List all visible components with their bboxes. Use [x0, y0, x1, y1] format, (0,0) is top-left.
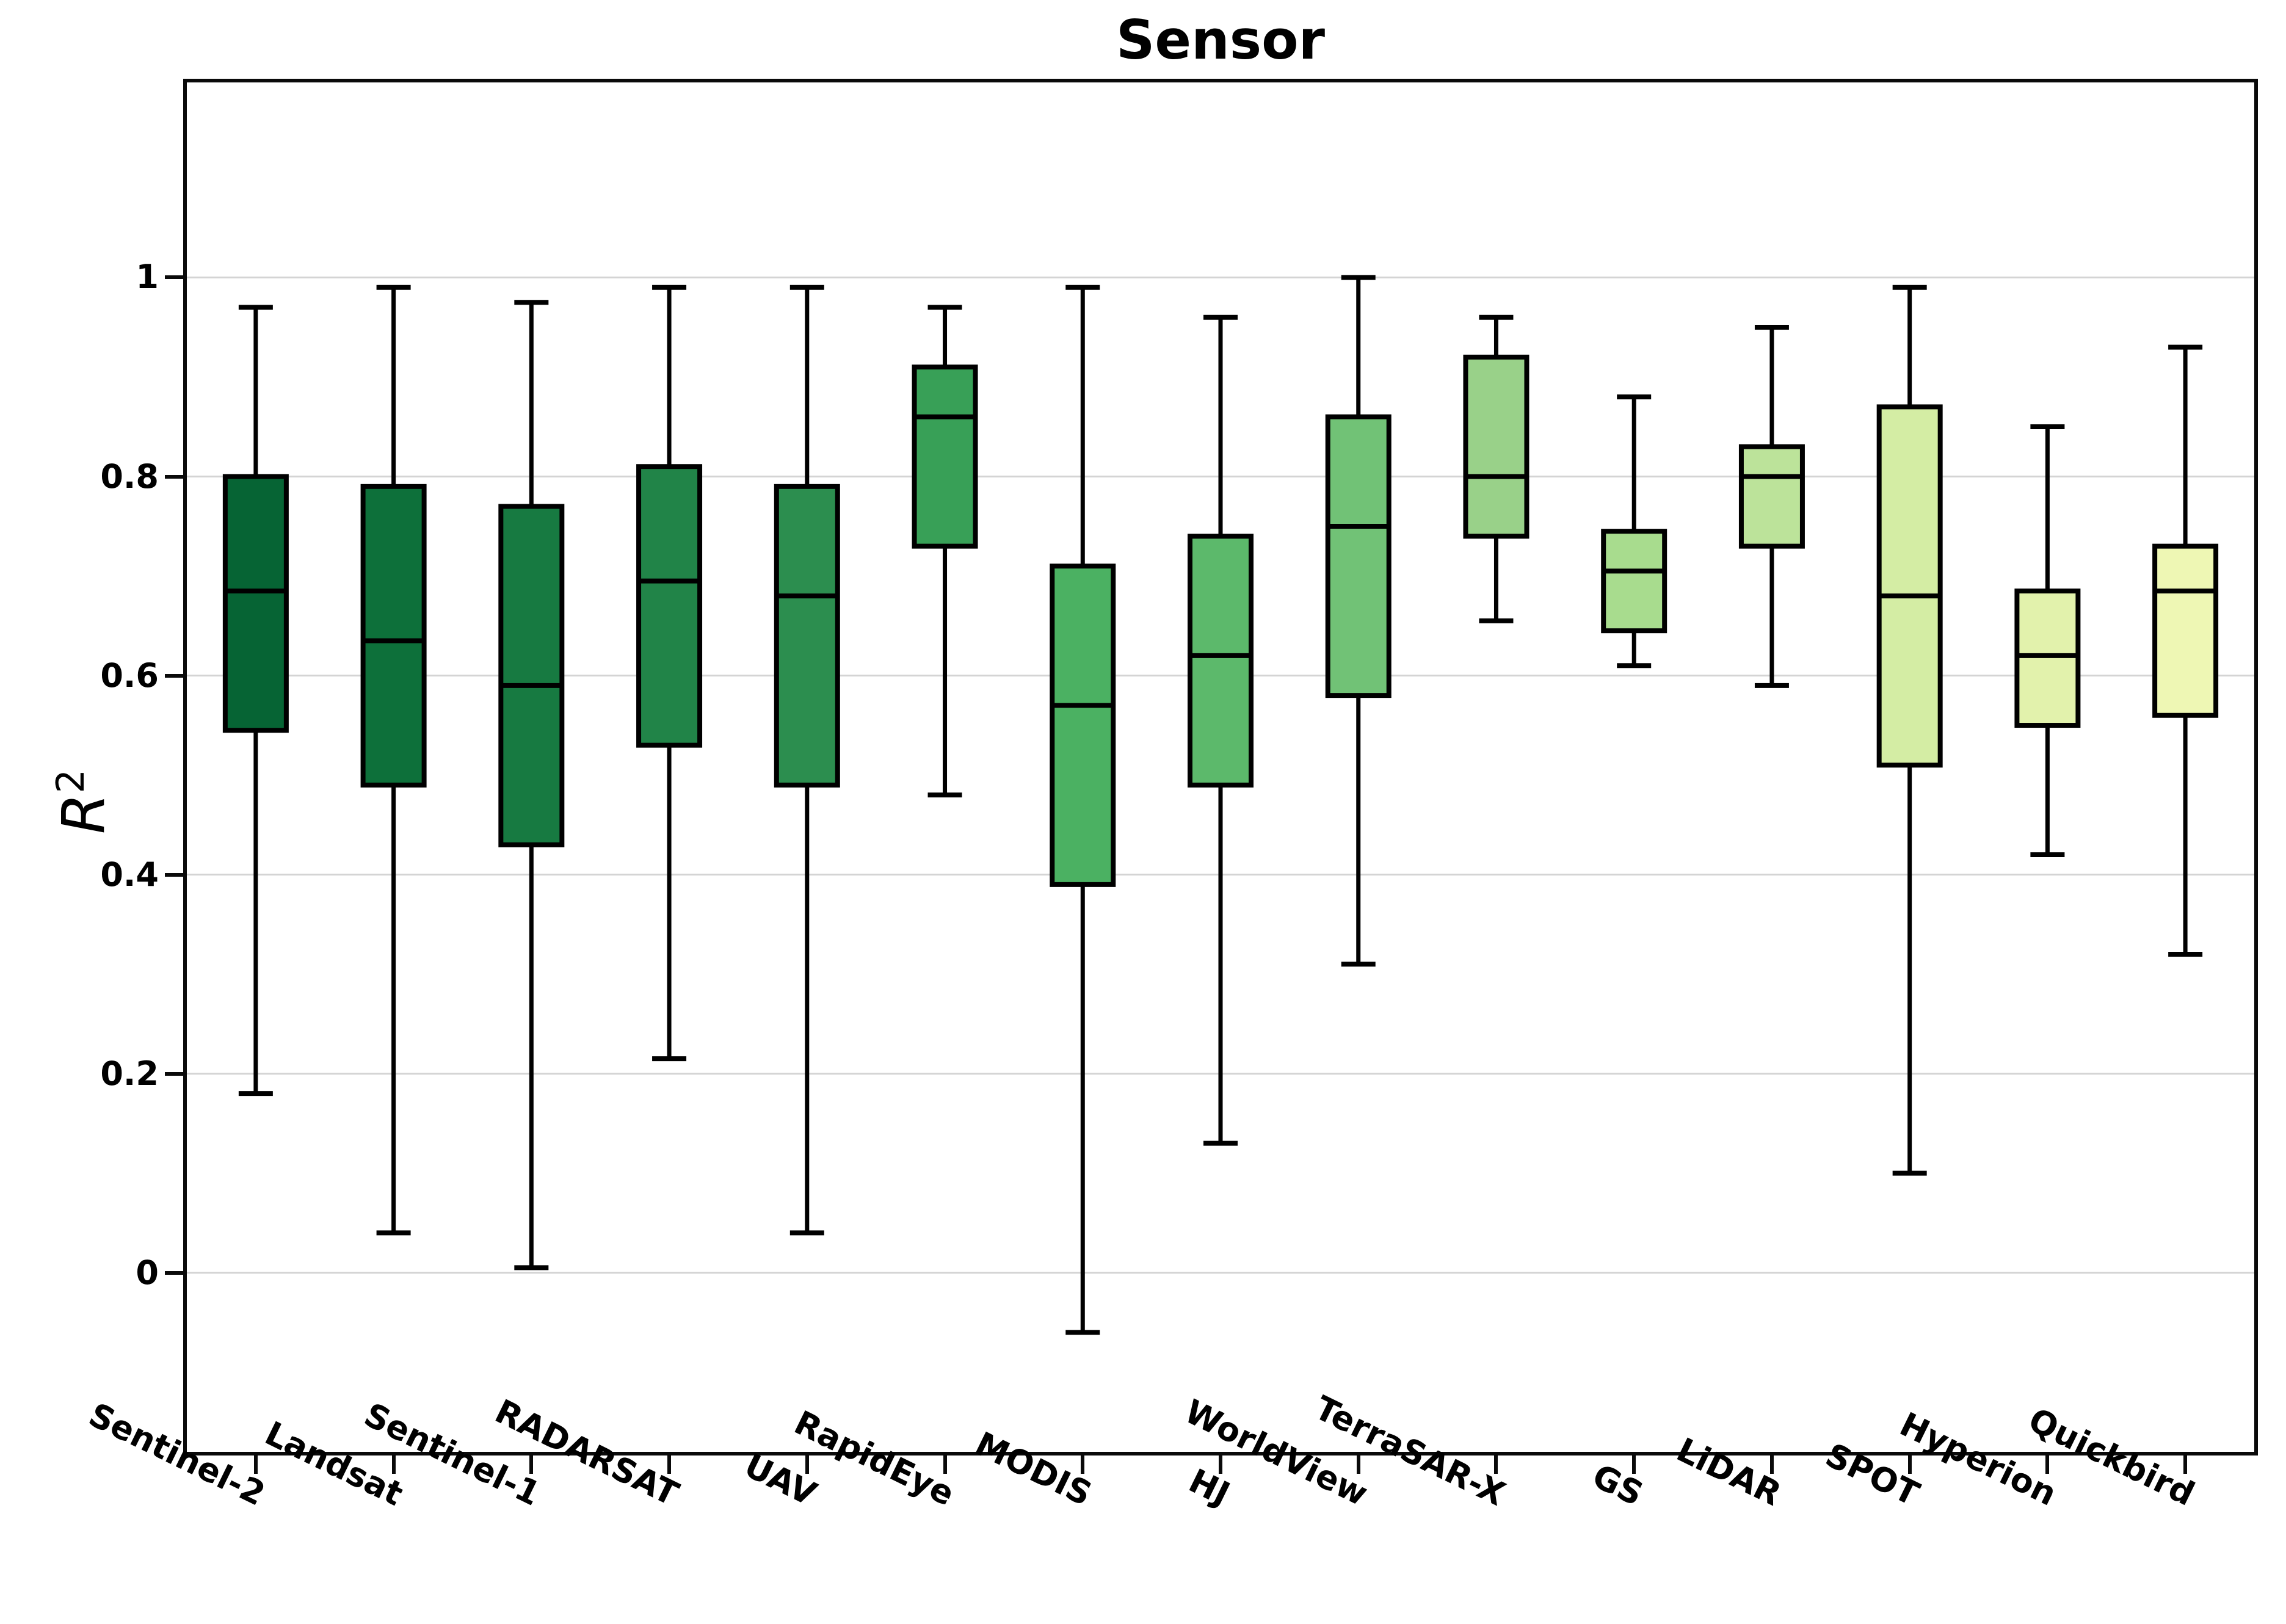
x-tick-mark [1494, 1455, 1498, 1474]
box-Landsat [360, 484, 427, 788]
x-tick-mark [2183, 1455, 2188, 1474]
box-Sentinel-2 [222, 474, 289, 733]
x-tick-mark [805, 1455, 809, 1474]
box-TerraSAR-X [1463, 354, 1529, 539]
x-tick-mark [1219, 1455, 1222, 1474]
x-tick-mark [253, 1455, 258, 1474]
plot-canvas [187, 275, 2254, 1335]
y-tick-label: 0.2 [100, 1054, 159, 1093]
y-axis-label-base: R [49, 793, 118, 835]
x-tick-mark [1907, 1455, 1912, 1474]
x-tick-mark [1632, 1455, 1636, 1474]
x-tick-mark [667, 1455, 672, 1474]
y-tick-label: 1 [136, 258, 159, 297]
y-tick-mark [165, 1271, 183, 1275]
x-tick-mark [1356, 1455, 1360, 1474]
y-tick-label: 0.8 [100, 457, 159, 496]
y-tick-mark [165, 275, 183, 280]
x-tick-mark [1081, 1455, 1085, 1474]
box-MODIS [1050, 564, 1116, 887]
y-tick-mark [165, 1071, 183, 1076]
plot-area [183, 79, 2258, 1455]
y-axis-label-exponent: 2 [48, 769, 93, 794]
box-RADARSAT [636, 464, 703, 748]
box-Quickbird [2152, 543, 2219, 718]
y-tick-mark [165, 872, 183, 877]
box-WorldView [1325, 414, 1392, 698]
x-tick-mark [943, 1455, 947, 1474]
box-HJ [1188, 534, 1254, 788]
x-tick-mark [391, 1455, 396, 1474]
y-tick-mark [165, 474, 183, 479]
box-UAV [774, 484, 840, 788]
box-Sentinel-1 [498, 504, 565, 847]
box-SPOT [1876, 404, 1943, 768]
box-Hyperion [2014, 588, 2081, 728]
x-tick-mark [1769, 1455, 1774, 1474]
box-LiDAR [1738, 444, 1805, 549]
x-tick-mark [2045, 1455, 2050, 1474]
x-tick-mark [529, 1455, 534, 1474]
box-GS [1601, 529, 1667, 634]
box-RapidEye [912, 364, 978, 549]
y-tick-label: 0.4 [100, 855, 159, 894]
y-tick-label: 0 [136, 1253, 159, 1292]
y-tick-mark [165, 673, 183, 678]
chart-title: Sensor [1116, 9, 1325, 71]
y-tick-label: 0.6 [100, 656, 159, 695]
